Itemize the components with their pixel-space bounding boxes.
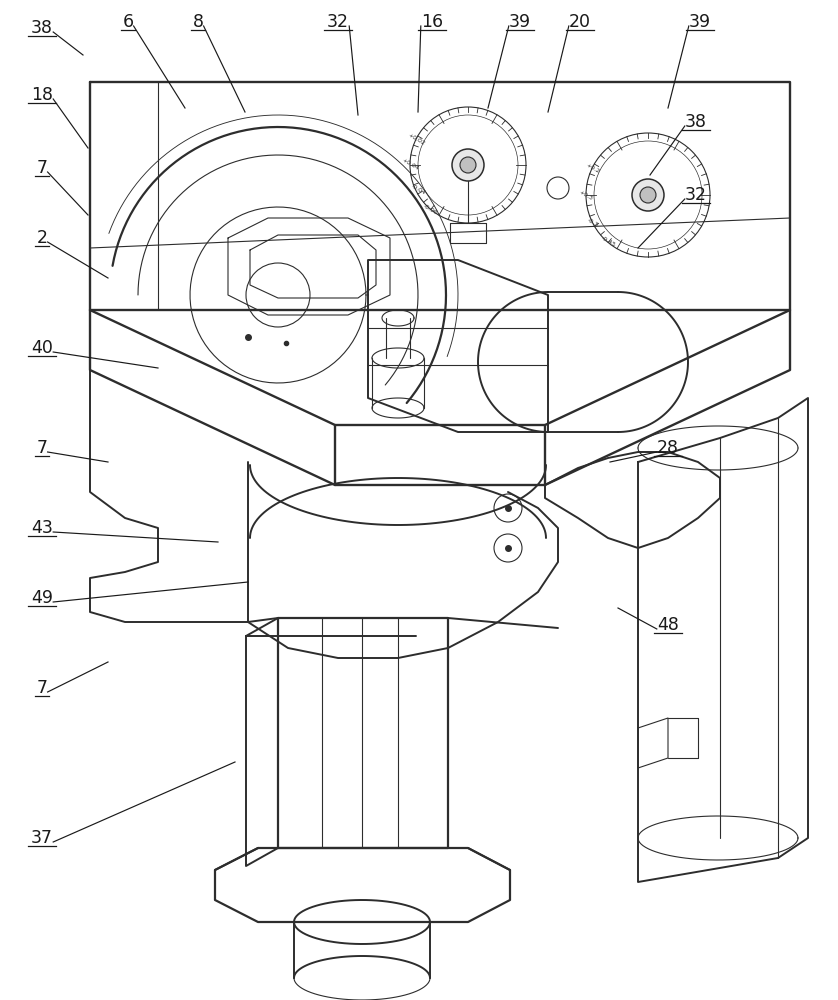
Circle shape: [632, 179, 664, 211]
Text: 18: 18: [31, 86, 53, 104]
Text: 32: 32: [685, 186, 707, 204]
Text: -0.06: -0.06: [422, 204, 438, 216]
Text: 37: 37: [31, 829, 53, 847]
Text: 32: 32: [327, 13, 349, 31]
Text: 7: 7: [37, 439, 48, 457]
Text: 8: 8: [193, 13, 204, 31]
Text: 38: 38: [31, 19, 53, 37]
Text: 49: 49: [31, 589, 53, 607]
Text: +0.04: +0.04: [401, 157, 420, 171]
Text: 39: 39: [689, 13, 711, 31]
Text: 20: 20: [569, 13, 591, 31]
Text: 40: 40: [31, 339, 53, 357]
Text: 2: 2: [37, 229, 48, 247]
Text: 39: 39: [509, 13, 531, 31]
Text: +0.3: +0.3: [578, 189, 594, 201]
Text: +0.2: +0.2: [585, 162, 601, 174]
Text: -0.45: -0.45: [600, 236, 616, 248]
Text: 43: 43: [31, 519, 53, 537]
Text: 48: 48: [657, 616, 679, 634]
Text: 16: 16: [421, 13, 443, 31]
Text: 6: 6: [122, 13, 133, 31]
Text: 28: 28: [657, 439, 679, 457]
Text: +0.02: +0.02: [406, 132, 426, 146]
Text: 7: 7: [37, 679, 48, 697]
Circle shape: [452, 149, 484, 181]
Circle shape: [460, 157, 476, 173]
Text: 7: 7: [37, 159, 48, 177]
Text: -0.04: -0.04: [410, 184, 427, 196]
Text: -0.3: -0.3: [587, 218, 599, 228]
Circle shape: [640, 187, 656, 203]
Text: 38: 38: [685, 113, 707, 131]
